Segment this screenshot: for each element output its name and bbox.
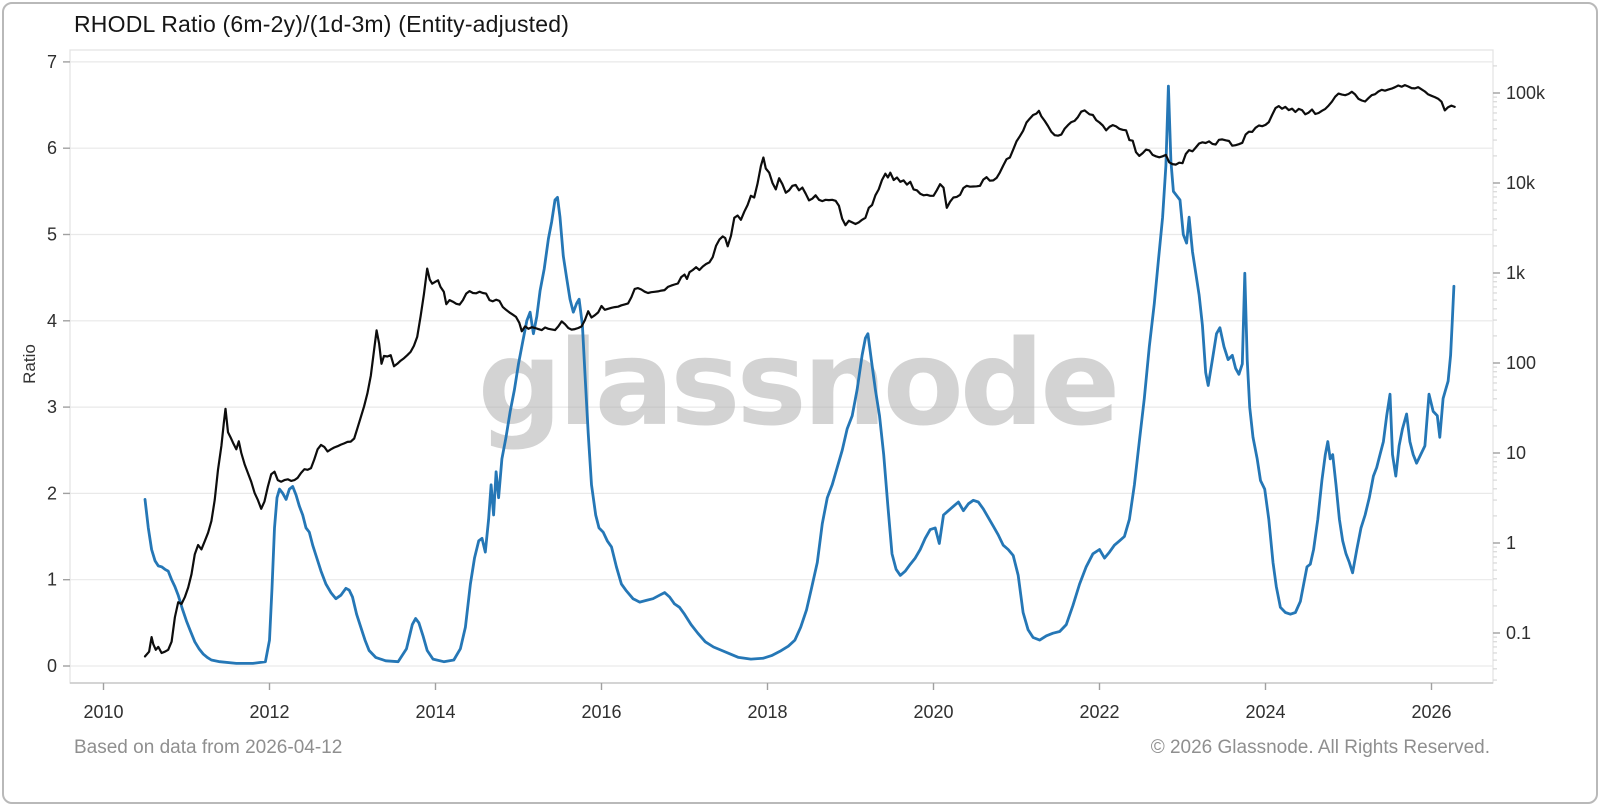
left-axis-title: Ratio	[20, 344, 39, 384]
x-tick-label: 2014	[415, 702, 455, 722]
axis-layer: 0 1 2 3 4 5 6 7 100k 10k 1k 100 10 1 0.1 2010 2012 2014 20…	[47, 52, 1546, 722]
right-tick-label: 10	[1506, 443, 1526, 463]
x-tick-label: 2026	[1411, 702, 1451, 722]
left-tick-label: 0	[47, 656, 57, 676]
right-tick-label: 100k	[1506, 83, 1546, 103]
plot-area	[69, 49, 1494, 684]
right-tick-label: 1	[1506, 533, 1516, 553]
x-tick-label: 2018	[747, 702, 787, 722]
x-tick-label: 2022	[1079, 702, 1119, 722]
left-tick-label: 2	[47, 483, 57, 503]
rhodl-ratio-line[interactable]	[143, 84, 1456, 665]
left-tick-label: 4	[47, 311, 57, 331]
data-note: Based on data from 2026-04-12	[74, 737, 343, 758]
price-line[interactable]	[143, 84, 1456, 658]
x-tick-label: 2024	[1245, 702, 1285, 722]
x-tick-label: 2012	[249, 702, 289, 722]
watermark-text: glassnode	[478, 314, 1117, 452]
left-tick-label: 3	[47, 397, 57, 417]
x-tick-label: 2016	[581, 702, 621, 722]
grid-layer	[69, 49, 1494, 684]
right-tick-label: 10k	[1506, 173, 1536, 193]
copyright: © 2026 Glassnode. All Rights Reserved.	[1150, 737, 1490, 758]
right-tick-label: 100	[1506, 353, 1536, 373]
left-tick-label: 5	[47, 225, 57, 245]
right-tick-label: 1k	[1506, 263, 1526, 283]
left-tick-label: 1	[47, 570, 57, 590]
right-tick-label: 0.1	[1506, 623, 1531, 643]
page-title: RHODL Ratio (6m-2y)/(1d-3m) (Entity-adju…	[74, 11, 570, 37]
series-layer	[143, 84, 1456, 665]
left-tick-label: 6	[47, 138, 57, 158]
left-tick-label: 7	[47, 52, 57, 72]
x-tick-label: 2020	[913, 702, 953, 722]
x-tick-label: 2010	[83, 702, 123, 722]
